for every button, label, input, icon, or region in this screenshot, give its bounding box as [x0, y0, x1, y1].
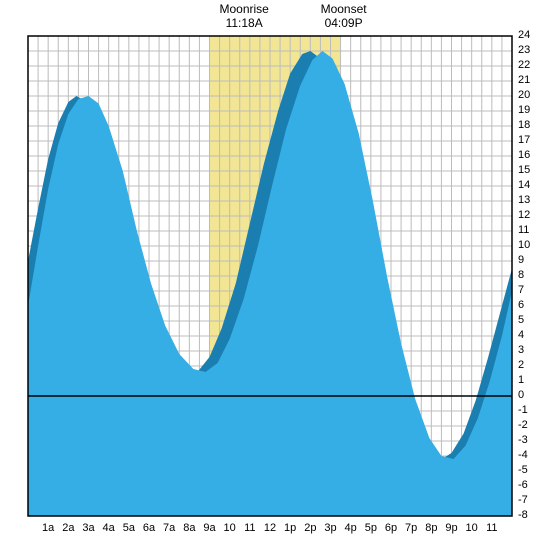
moonrise-time: 11:18A — [226, 16, 263, 30]
tide-chart: Moonrise 11:18A Moonset 04:09P 242322212… — [0, 0, 550, 550]
x-tick-label: 9p — [445, 522, 457, 534]
y-tick-label: 4 — [518, 329, 524, 341]
y-tick-label: 3 — [518, 344, 524, 356]
y-tick-label: 13 — [518, 194, 530, 206]
y-tick-label: 18 — [518, 119, 530, 131]
x-tick-label: 4a — [103, 522, 115, 534]
y-tick-label: -1 — [518, 404, 528, 416]
y-tick-label: -4 — [518, 449, 528, 461]
y-tick-label: -2 — [518, 419, 528, 431]
x-tick-label: 3a — [82, 522, 94, 534]
x-tick-label: 8p — [425, 522, 437, 534]
x-tick-label: 1a — [42, 522, 54, 534]
x-tick-label: 6p — [385, 522, 397, 534]
y-tick-label: 22 — [518, 59, 530, 71]
y-tick-label: -3 — [518, 434, 528, 446]
y-tick-label: 15 — [518, 164, 530, 176]
x-tick-label: 5p — [365, 522, 377, 534]
y-tick-label: 19 — [518, 104, 530, 116]
x-tick-label: 6a — [143, 522, 155, 534]
y-tick-label: 2 — [518, 359, 524, 371]
moonset-title: Moonset — [321, 2, 367, 16]
y-tick-label: 17 — [518, 134, 530, 146]
y-tick-label: 24 — [518, 29, 530, 41]
x-tick-label: 5a — [123, 522, 135, 534]
x-tick-label: 7p — [405, 522, 417, 534]
y-tick-label: 8 — [518, 269, 524, 281]
x-tick-label: 2p — [304, 522, 316, 534]
y-tick-label: 1 — [518, 374, 524, 386]
moonset-label: Moonset 04:09P — [321, 2, 367, 31]
x-tick-label: 10 — [466, 522, 478, 534]
y-tick-label: 7 — [518, 284, 524, 296]
y-tick-label: 23 — [518, 44, 530, 56]
x-tick-label: 9a — [203, 522, 215, 534]
y-tick-label: -8 — [518, 509, 528, 521]
y-tick-label: 16 — [518, 149, 530, 161]
x-tick-label: 7a — [163, 522, 175, 534]
y-tick-label: 12 — [518, 209, 530, 221]
x-tick-label: 8a — [183, 522, 195, 534]
moonset-time: 04:09P — [325, 16, 363, 30]
moonrise-title: Moonrise — [220, 2, 269, 16]
y-tick-label: 6 — [518, 299, 524, 311]
x-tick-label: 10 — [224, 522, 236, 534]
y-tick-label: -5 — [518, 464, 528, 476]
y-tick-label: 9 — [518, 254, 524, 266]
y-tick-label: 5 — [518, 314, 524, 326]
x-tick-label: 12 — [264, 522, 276, 534]
y-tick-label: -6 — [518, 479, 528, 491]
y-tick-label: 11 — [518, 224, 529, 236]
y-tick-label: 0 — [518, 389, 524, 401]
x-tick-label: 2a — [62, 522, 74, 534]
x-tick-label: 3p — [324, 522, 336, 534]
y-tick-label: 20 — [518, 89, 530, 101]
y-tick-label: 14 — [518, 179, 530, 191]
moonrise-label: Moonrise 11:18A — [220, 2, 269, 31]
x-tick-label: 1p — [284, 522, 296, 534]
x-tick-label: 4p — [345, 522, 357, 534]
y-tick-label: -7 — [518, 494, 528, 506]
y-tick-label: 21 — [518, 74, 530, 86]
chart-svg — [0, 0, 550, 550]
y-tick-label: 10 — [518, 239, 530, 251]
x-tick-label: 11 — [244, 522, 255, 534]
x-tick-label: 11 — [486, 522, 497, 534]
